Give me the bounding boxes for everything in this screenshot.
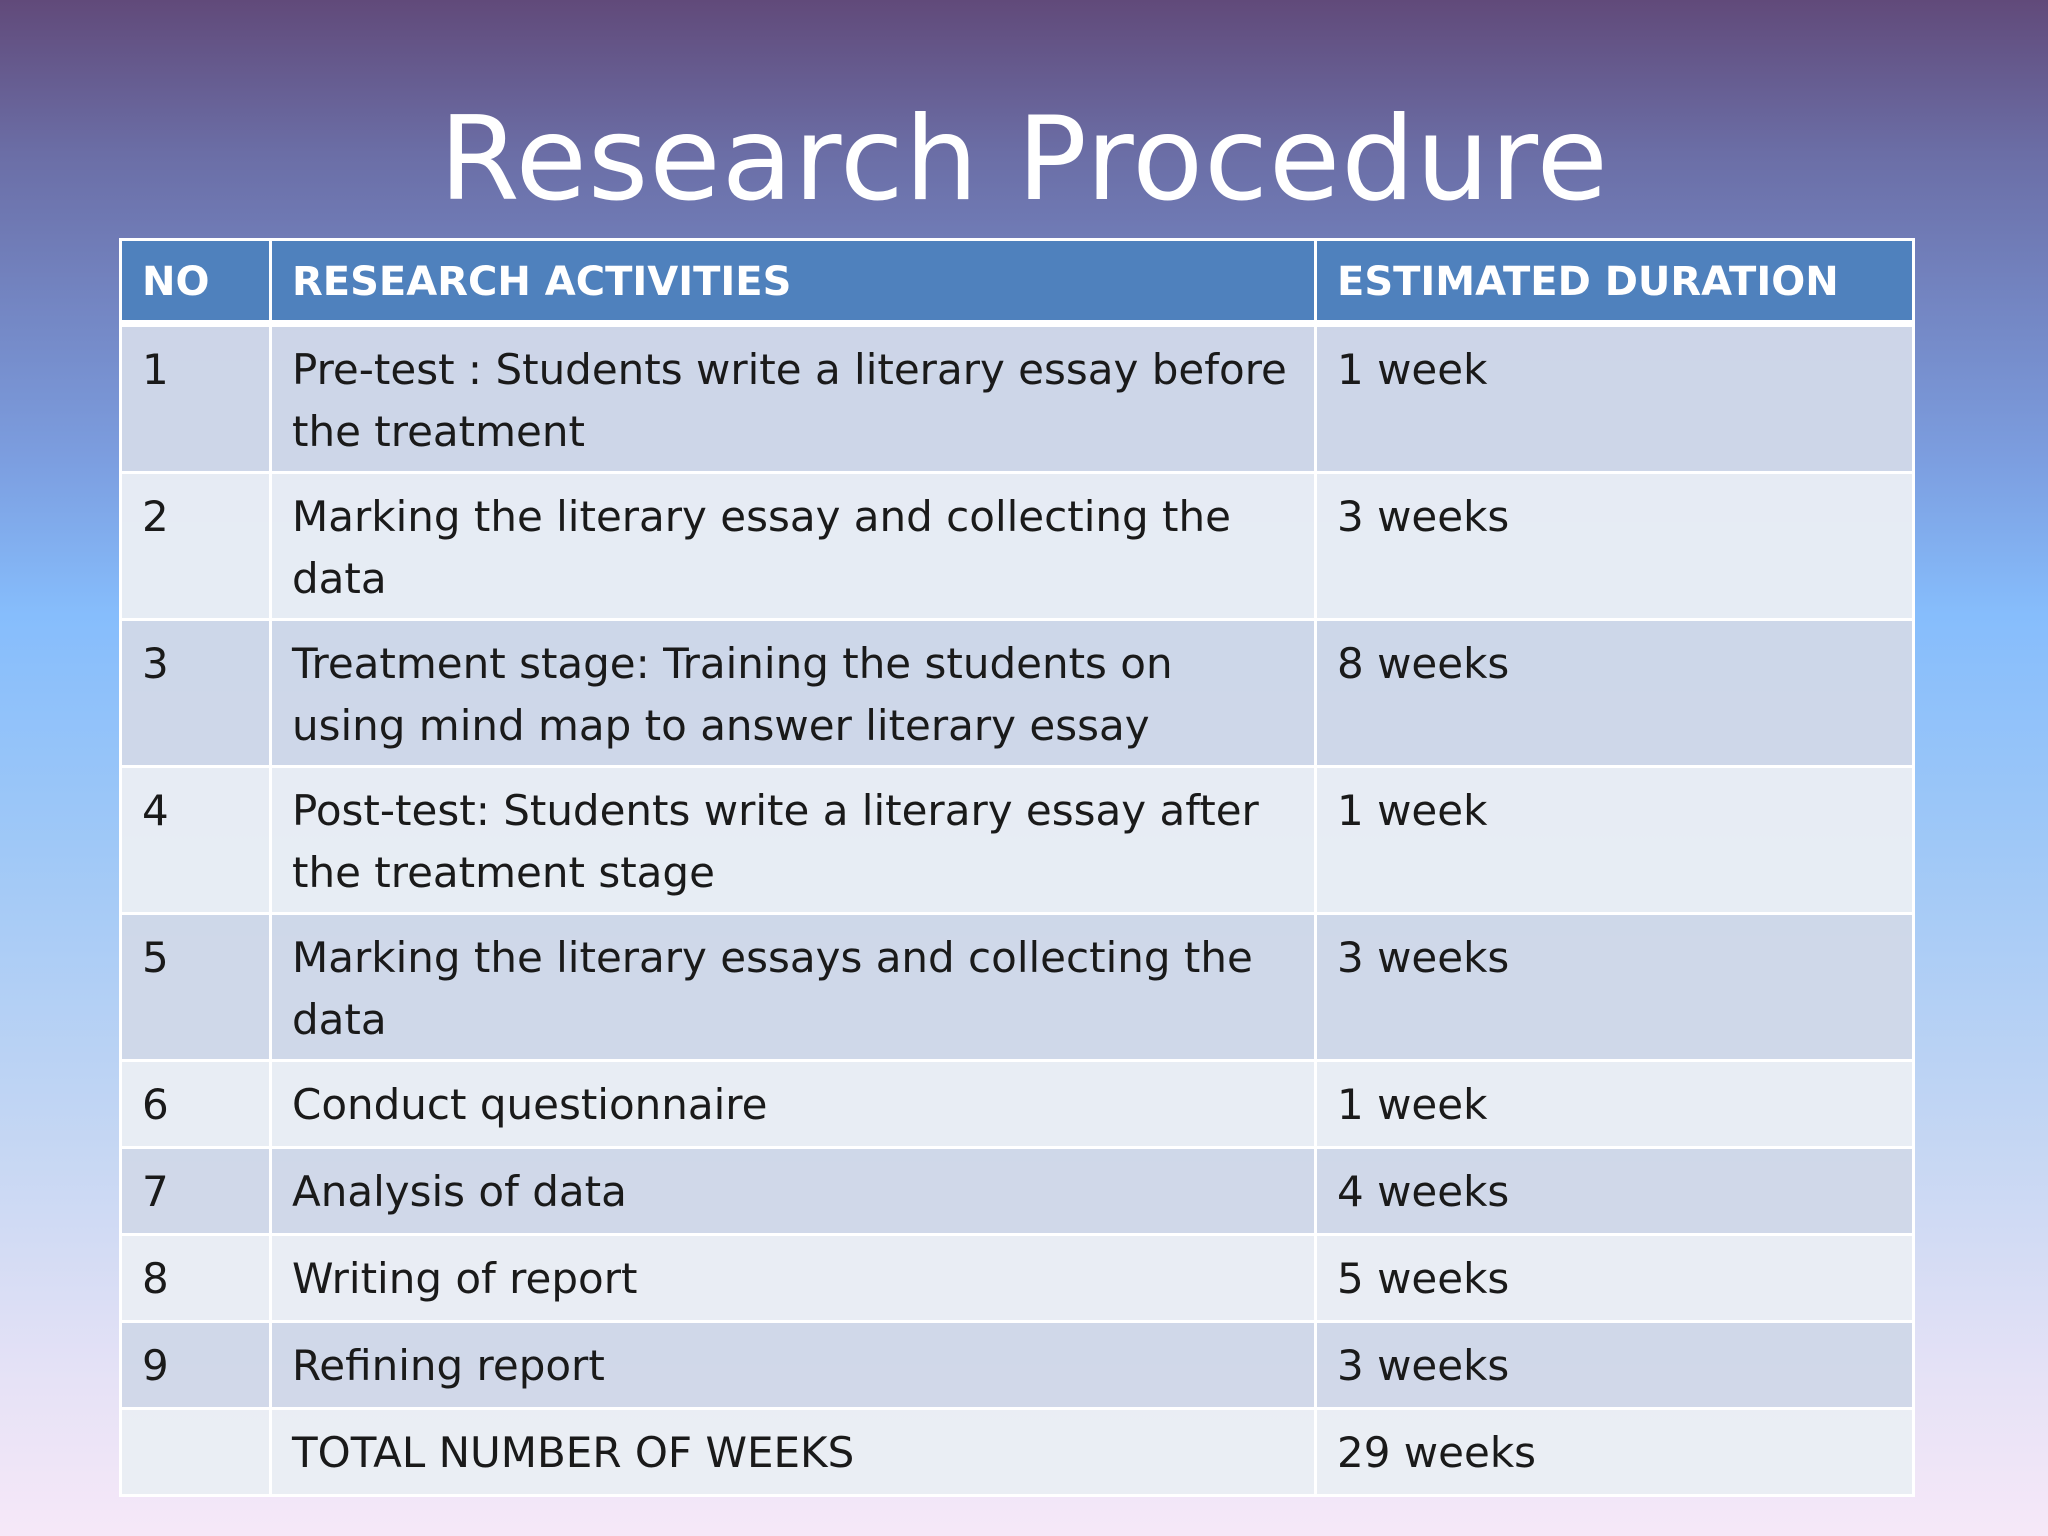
row-activity: Analysis of data — [269, 1146, 1317, 1236]
row-activity: Marking the literary essay and collectin… — [269, 471, 1317, 621]
row-number: 6 — [119, 1059, 272, 1149]
row-number: 5 — [119, 912, 272, 1062]
header-no: NO — [119, 238, 272, 327]
table-row: 7 Analysis of data 4 weeks — [119, 1146, 1915, 1236]
total-duration: 29 weeks — [1314, 1407, 1915, 1497]
row-activity: Refining report — [269, 1320, 1317, 1410]
row-number: 9 — [119, 1320, 272, 1410]
row-duration: 1 week — [1314, 765, 1915, 915]
table-row: 8 Writing of report 5 weeks — [119, 1233, 1915, 1323]
table-row: 4 Post-test: Students write a literary e… — [119, 765, 1915, 915]
row-duration: 1 week — [1314, 1059, 1915, 1149]
row-duration: 3 weeks — [1314, 471, 1915, 621]
table-header-row: NO RESEARCH ACTIVITIES ESTIMATED DURATIO… — [119, 238, 1915, 327]
slide-title: Research Procedure — [439, 92, 1609, 227]
research-procedure-table: NO RESEARCH ACTIVITIES ESTIMATED DURATIO… — [119, 238, 1915, 1497]
table-row: 2 Marking the literary essay and collect… — [119, 471, 1915, 621]
row-number: 1 — [119, 322, 272, 474]
row-activity: Pre-test : Students write a literary ess… — [269, 322, 1317, 474]
total-label: TOTAL NUMBER OF WEEKS — [269, 1407, 1317, 1497]
header-estimated-duration: ESTIMATED DURATION — [1314, 238, 1915, 327]
table-row: 5 Marking the literary essays and collec… — [119, 912, 1915, 1062]
table-total-row: TOTAL NUMBER OF WEEKS 29 weeks — [119, 1407, 1915, 1497]
row-duration: 3 weeks — [1314, 912, 1915, 1062]
row-activity: Post-test: Students write a literary ess… — [269, 765, 1317, 915]
row-duration: 3 weeks — [1314, 1320, 1915, 1410]
row-duration: 5 weeks — [1314, 1233, 1915, 1323]
row-number: 2 — [119, 471, 272, 621]
row-activity: Writing of report — [269, 1233, 1317, 1323]
row-activity: Treatment stage: Training the students o… — [269, 618, 1317, 768]
row-duration: 1 week — [1314, 322, 1915, 474]
row-duration: 4 weeks — [1314, 1146, 1915, 1236]
header-research-activities: RESEARCH ACTIVITIES — [269, 238, 1317, 327]
row-activity: Marking the literary essays and collecti… — [269, 912, 1317, 1062]
row-number: 7 — [119, 1146, 272, 1236]
row-number — [119, 1407, 272, 1497]
row-activity: Conduct questionnaire — [269, 1059, 1317, 1149]
row-number: 3 — [119, 618, 272, 768]
table-row: 6 Conduct questionnaire 1 week — [119, 1059, 1915, 1149]
table-row: 1 Pre-test : Students write a literary e… — [119, 322, 1915, 474]
table-row: 9 Refining report 3 weeks — [119, 1320, 1915, 1410]
row-number: 4 — [119, 765, 272, 915]
row-duration: 8 weeks — [1314, 618, 1915, 768]
table-row: 3 Treatment stage: Training the students… — [119, 618, 1915, 768]
row-number: 8 — [119, 1233, 272, 1323]
